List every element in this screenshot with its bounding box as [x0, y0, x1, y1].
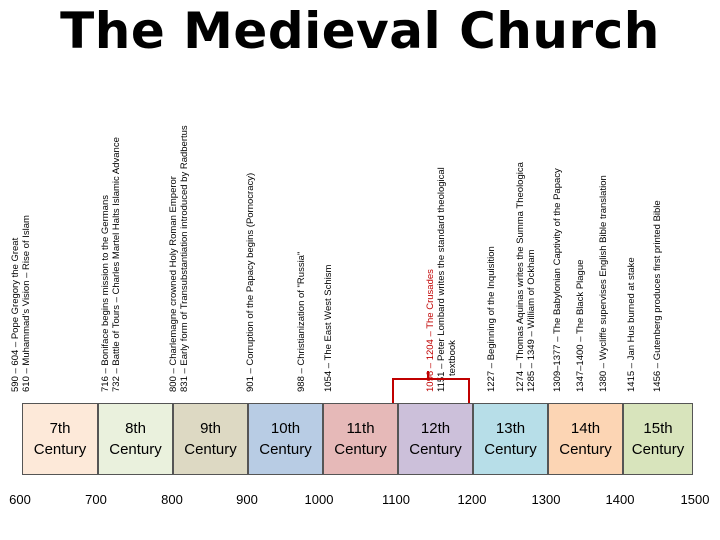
event-label-8: 1274 – Thomas Aquinas writes the Summa T… [515, 137, 537, 392]
century-8th: 8th Century [98, 403, 173, 475]
axis-tick-1000: 1000 [304, 492, 334, 507]
event-label-7: 1227 – Beginning of the Inquisition [486, 232, 497, 392]
axis-tick-1500: 1500 [680, 492, 710, 507]
century-word: Century [559, 441, 612, 458]
century-word: Century [184, 441, 237, 458]
event-line: 1227 – Beginning of the Inquisition [486, 246, 497, 392]
century-ordinal: 9th [200, 420, 221, 437]
page-title: The Medieval Church [60, 2, 660, 60]
crusades-bracket-stem [427, 371, 429, 380]
century-word: Century [33, 441, 87, 458]
event-line: 1456 – Gutenberg produces first printed … [652, 200, 663, 392]
century-10th: 10th Century [248, 403, 323, 475]
century-11th: 11th Century [323, 403, 398, 475]
event-line: 1380 – Wycliffe supervises English Bible… [598, 175, 609, 392]
event-line: textbook [447, 340, 458, 376]
event-label-6: 1096 – 1204 – The Crusades 1151 – Peter … [425, 137, 458, 392]
event-line: 1285 – 1349 – William of Ockham [526, 249, 537, 392]
event-line: 1054 – The East West Schism [323, 264, 334, 392]
axis-tick-1300: 1300 [531, 492, 561, 507]
event-line: 732 – Battle of Tours – Charles Martel H… [111, 137, 122, 392]
century-9th: 9th Century [173, 403, 248, 475]
event-label-11: 1380 – Wycliffe supervises English Bible… [598, 162, 609, 392]
event-label-12: 1415 – Jan Hus burned at stake [626, 252, 637, 392]
event-label-0: 590 – 604 – Pope Gregory the Great 610 –… [10, 215, 32, 392]
event-label-2: 800 – Charlemagne crowned Holy Roman Emp… [168, 102, 190, 392]
axis-tick-900: 900 [236, 492, 258, 507]
event-label-9: 1309–1377 – The Babylonian Captivity of … [552, 142, 563, 392]
crusades-bracket [392, 378, 470, 404]
event-line: 1347–1400 – The Black Plague [575, 259, 586, 392]
century-15th: 15th Century [623, 403, 693, 475]
event-line: 1151 – Peter Lombard writes the standard… [436, 167, 447, 392]
century-ordinal: 11th [346, 420, 375, 437]
century-12th: 12th Century [398, 403, 473, 475]
event-line: 901 – Corruption of the Papacy begins (P… [245, 172, 256, 392]
axis-tick-1100: 1100 [382, 492, 410, 507]
century-ordinal: 14th [570, 420, 601, 437]
century-word: Century [334, 441, 387, 458]
event-line: 800 – Charlemagne crowned Holy Roman Emp… [168, 176, 179, 392]
event-line: 1096 – 1204 – The Crusades [425, 269, 436, 392]
event-line: 831 – Early form of Transubstantiation i… [179, 125, 190, 392]
century-word: Century [259, 441, 312, 458]
century-word: Century [484, 441, 537, 458]
century-13th: 13th Century [473, 403, 548, 475]
century-ordinal: 12th [420, 420, 451, 437]
event-label-10: 1347–1400 – The Black Plague [575, 242, 586, 392]
century-word: Century [409, 441, 462, 458]
event-line: 1415 – Jan Hus burned at stake [626, 257, 637, 392]
century-word: Century [109, 441, 162, 458]
event-line: 1309–1377 – The Babylonian Captivity of … [552, 168, 563, 392]
century-ordinal: 8th [125, 420, 146, 437]
axis-tick-800: 800 [161, 492, 183, 507]
century-word: Century [631, 441, 685, 458]
century-ordinal: 7th [49, 420, 71, 437]
event-line: 610 – Muhammad's Vision – Rise of Islam [21, 215, 32, 392]
event-label-3: 901 – Corruption of the Papacy begins (P… [245, 152, 256, 392]
event-label-4: 988 – Christianization of "Russia" [296, 242, 307, 392]
axis-tick-600: 600 [9, 492, 31, 507]
century-ordinal: 13th [495, 420, 526, 437]
century-ordinal: 15th [643, 420, 673, 437]
event-label-1: 716 – Boniface begins mission to the Ger… [100, 122, 122, 392]
event-label-13: 1456 – Gutenberg produces first printed … [652, 182, 663, 392]
century-ordinal: 10th [270, 420, 301, 437]
event-line: 716 – Boniface begins mission to the Ger… [100, 195, 111, 392]
axis-tick-1200: 1200 [457, 492, 487, 507]
century-14th: 14th Century [548, 403, 623, 475]
axis-tick-700: 700 [85, 492, 107, 507]
century-7th: 7th Century [22, 403, 98, 475]
event-line: 590 – 604 – Pope Gregory the Great [10, 237, 21, 392]
event-line: 988 – Christianization of "Russia" [296, 251, 307, 392]
event-label-5: 1054 – The East West Schism [323, 262, 334, 392]
event-line: 1274 – Thomas Aquinas writes the Summa T… [515, 162, 526, 392]
axis-tick-1400: 1400 [605, 492, 635, 507]
